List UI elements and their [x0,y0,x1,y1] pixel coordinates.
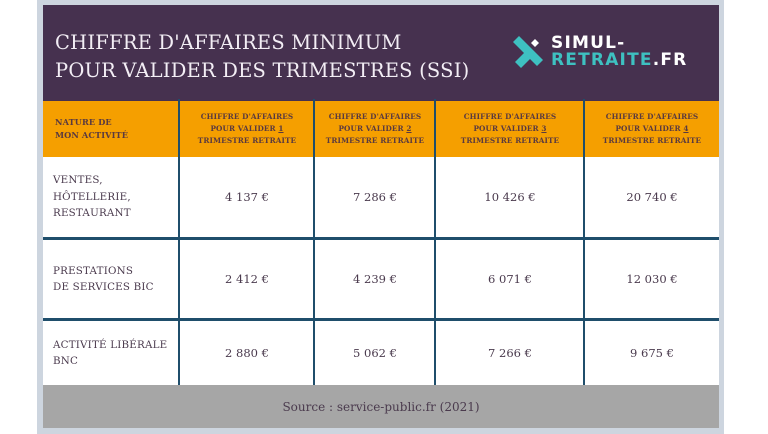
header-4-trimesters: CHIFFRE D'AFFAIRES POUR VALIDER 4 TRIMESTR… [585,101,719,157]
header-text: POUR VALIDER [338,124,407,133]
column-divider [178,99,180,386]
header-text: TRIMESTRE RETRAITE [197,136,297,145]
table-cell: 7 266 € [488,346,532,360]
label-text: HÔTELLERIE, [53,190,131,203]
table-cell: 2 412 € [225,272,269,286]
table-cell: 4 137 € [225,190,269,204]
table-row: ACTIVITÉ LIBÉRALE BNC 2 880 € 5 062 € 7 2… [43,321,719,385]
header-text: CHIFFRE D'AFFAIRES [200,112,294,121]
row-divider [43,237,719,240]
infographic-panel: CHIFFRE D'AFFAIRES MINIMUM POUR VALIDER … [43,5,719,428]
table-cell: 6 071 € [488,272,532,286]
table-cell: 4 239 € [353,272,397,286]
table-cell: 5 062 € [353,346,397,360]
title-line-2: POUR VALIDER DES TRIMESTRES (SSI) [55,59,470,82]
page-title: CHIFFRE D'AFFAIRES MINIMUM POUR VALIDER … [55,29,469,85]
logo-retraite: RETRAITE [551,50,653,70]
table-cell: 10 426 € [484,190,536,204]
title-line-1: CHIFFRE D'AFFAIRES MINIMUM [55,31,402,54]
header-number: 1 [278,124,284,133]
table-cell: 12 030 € [626,272,678,286]
table-cell: 20 740 € [626,190,678,204]
header-number: 2 [406,124,412,133]
logo-text: SIMUL- RETRAITE.FR [551,35,687,69]
column-divider [313,99,315,386]
header-text: POUR VALIDER [210,124,279,133]
table-cell: 2 880 € [225,346,269,360]
column-divider [583,99,585,386]
logo-fr: .FR [652,50,688,70]
label-text: RESTAURANT [53,207,131,220]
simul-retraite-logo: SIMUL- RETRAITE.FR [511,35,711,75]
header-2-trimesters: CHIFFRE D'AFFAIRES POUR VALIDER 2 TRIMESTR… [315,101,435,157]
table-cell: 9 675 € [630,346,674,360]
header-text: CHIFFRE D'AFFAIRES [463,112,557,121]
label-text: PRESTATIONS [53,264,134,277]
row-label: ACTIVITÉ LIBÉRALE BNC [43,321,179,385]
header-activity-type: NATURE DE MON ACTIVITÉ [43,101,179,157]
logo-line-2: RETRAITE.FR [551,52,687,69]
row-label: PRESTATIONS DE SERVICES BIC [43,240,179,318]
header-text: CHIFFRE D'AFFAIRES [328,112,422,121]
header-3-trimesters: CHIFFRE D'AFFAIRES POUR VALIDER 3 TRIMESTR… [436,101,584,157]
logo-line-1: SIMUL- [551,33,626,53]
header-number: 4 [683,124,689,133]
label-text: VENTES, [53,174,103,187]
header-number: 3 [541,124,547,133]
title-banner: CHIFFRE D'AFFAIRES MINIMUM POUR VALIDER … [43,5,719,101]
label-text: ACTIVITÉ LIBÉRALE [53,338,168,351]
table-header-row: NATURE DE MON ACTIVITÉ CHIFFRE D'AFFAIRES… [43,101,719,157]
header-text: CHIFFRE D'AFFAIRES [605,112,699,121]
source-footer: Source : service-public.fr (2021) [43,385,719,428]
header-text: TRIMESTRE RETRAITE [602,136,702,145]
row-divider [43,318,719,321]
header-text: MON ACTIVITÉ [55,130,129,140]
header-text: POUR VALIDER [615,124,684,133]
table-cell: 7 286 € [353,190,397,204]
column-divider [434,99,436,386]
table-row: VENTES, HÔTELLERIE, RESTAURANT 4 137 € 7 2… [43,157,719,237]
header-text: TRIMESTRE RETRAITE [460,136,560,145]
label-text: DE SERVICES BIC [53,281,154,293]
label-text: BNC [53,355,79,367]
header-text: TRIMESTRE RETRAITE [325,136,425,145]
header-text: POUR VALIDER [473,124,542,133]
header-text: NATURE DE [55,117,112,127]
header-1-trimester: CHIFFRE D'AFFAIRES POUR VALIDER 1 TRIMESTR… [180,101,314,157]
row-label: VENTES, HÔTELLERIE, RESTAURANT [43,157,179,237]
x-cross-with-diamond-icon [513,36,543,68]
table-row: PRESTATIONS DE SERVICES BIC 2 412 € 4 239… [43,240,719,318]
